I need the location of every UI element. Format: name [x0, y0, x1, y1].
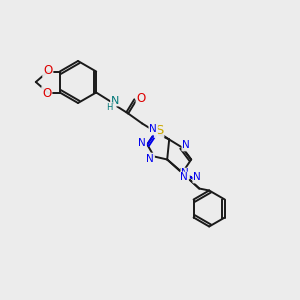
Text: N: N: [149, 124, 157, 134]
Text: H: H: [106, 103, 112, 112]
Text: O: O: [43, 64, 52, 77]
Text: N: N: [181, 169, 189, 178]
Text: S: S: [155, 124, 164, 137]
Text: O: O: [136, 92, 146, 105]
Text: N: N: [146, 154, 154, 164]
Text: N: N: [180, 172, 188, 182]
Text: N: N: [193, 172, 201, 182]
Text: N: N: [111, 95, 119, 106]
Text: N: N: [182, 140, 190, 151]
Text: N: N: [138, 139, 146, 148]
Text: O: O: [42, 87, 51, 100]
